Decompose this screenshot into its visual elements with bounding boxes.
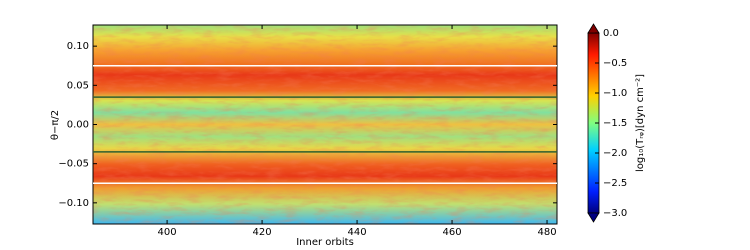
- colorbar-tick-label: 0.0: [603, 28, 619, 39]
- colorbar-extend-top: [587, 23, 600, 34]
- y-tick-label: 0.00: [67, 120, 89, 131]
- y-tick-label: −0.10: [58, 198, 89, 209]
- x-axis-label: Inner orbits: [296, 237, 354, 248]
- y-axis-label: θ−π/2: [50, 110, 61, 140]
- colorbar-tick-label: −3.0: [603, 208, 627, 219]
- y-tick-label: 0.05: [67, 80, 89, 91]
- colorbar-tick-label: −1.0: [603, 88, 627, 99]
- colorbar-tick-label: −2.0: [603, 148, 627, 159]
- x-tick-label: 460: [442, 227, 461, 238]
- colorbar-extend-bottom: [587, 212, 600, 223]
- colorbar-tick-label: −1.5: [603, 118, 627, 129]
- x-tick-label: 400: [158, 227, 177, 238]
- colorbar-tick-label: −2.5: [603, 178, 627, 189]
- y-tick-label: −0.05: [58, 159, 89, 170]
- colorbar-tick-label: −0.5: [603, 58, 627, 69]
- x-tick-label: 480: [537, 227, 556, 238]
- colorbar-label: log₁₀(Tᵣᵩ)[dyn cm⁻²]: [635, 74, 646, 172]
- heatmap-texture: [93, 25, 557, 224]
- x-tick-label: 440: [348, 227, 367, 238]
- y-tick-label: 0.10: [67, 41, 89, 52]
- x-tick-label: 420: [253, 227, 272, 238]
